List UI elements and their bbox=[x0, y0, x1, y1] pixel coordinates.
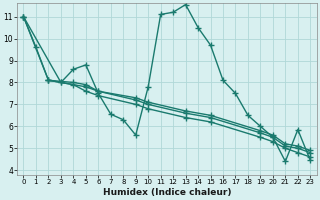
X-axis label: Humidex (Indice chaleur): Humidex (Indice chaleur) bbox=[103, 188, 231, 197]
